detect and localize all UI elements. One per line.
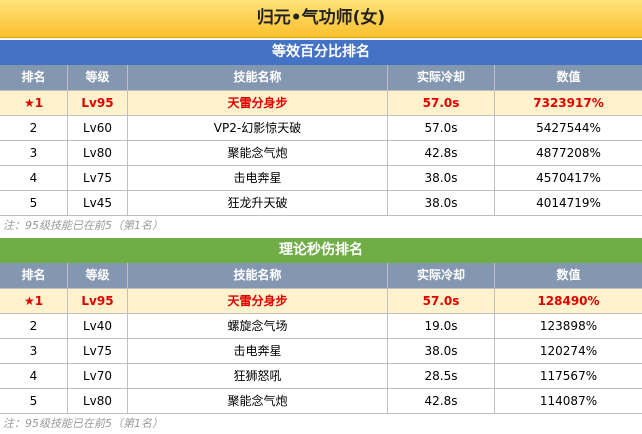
table-cell: 击电奔星 — [128, 166, 388, 190]
table-row: 4 Lv70 狂狮怒吼 28.5s 117567% — [0, 364, 642, 389]
table-cell: 击电奔星 — [128, 339, 388, 363]
table-row: 3 Lv80 聚能念气炮 42.8s 4877208% — [0, 141, 642, 166]
table-cell: VP2-幻影惊天破 — [128, 116, 388, 140]
table-cell: 4014719% — [536, 196, 601, 210]
table-cell: Lv95 — [68, 289, 128, 313]
column-header: 实际冷却 — [388, 263, 495, 288]
table-cell: Lv75 — [68, 166, 128, 190]
table-cell: Lv95 — [68, 91, 128, 115]
header-row: 排名 等级 技能名称 实际冷却 数值 — [0, 263, 642, 289]
table-cell: 螺旋念气场 — [128, 314, 388, 338]
table-cell: 57.0s — [388, 289, 495, 313]
table-row: 2 Lv40 螺旋念气场 19.0s 123898% — [0, 314, 642, 339]
table-cell: 57.0s — [388, 91, 495, 115]
table-cell: Lv75 — [68, 339, 128, 363]
table-cell: 57.0s — [388, 116, 495, 140]
table-row: 3 Lv75 击电奔星 38.0s 120274% — [0, 339, 642, 364]
table-cell: 42.8s — [388, 141, 495, 165]
table-cell: 120274% — [539, 344, 598, 358]
table-cell: 114087% — [539, 394, 598, 408]
table-cell: ★1 — [0, 289, 68, 313]
table-cell: 3 — [0, 141, 68, 165]
table-cell: 狂龙升天破 — [128, 191, 388, 215]
table-cell: 38.0s — [388, 166, 495, 190]
header-row: 排名 等级 技能名称 实际冷却 数值 — [0, 65, 642, 91]
table-cell: Lv80 — [68, 389, 128, 413]
column-header: 数值 — [556, 268, 581, 282]
table-cell: Lv60 — [68, 116, 128, 140]
table-row: 2 Lv60 VP2-幻影惊天破 57.0s 5427544% — [0, 116, 642, 141]
table-cell: 2 — [0, 116, 68, 140]
table-cell: 3 — [0, 339, 68, 363]
column-header: 技能名称 — [128, 65, 388, 90]
table-cell: 19.0s — [388, 314, 495, 338]
table-cell: Lv80 — [68, 141, 128, 165]
table-cell: 38.0s — [388, 339, 495, 363]
table-cell: ★1 — [0, 91, 68, 115]
table-cell: 38.0s — [388, 191, 495, 215]
table-cell: 2 — [0, 314, 68, 338]
footnote: 注：95级技能已在前5（第1名） — [3, 417, 163, 430]
table-cell: 28.5s — [388, 364, 495, 388]
section-title: 理论秒伤排名 — [0, 238, 642, 263]
table-cell: 天雷分身步 — [128, 289, 388, 313]
table-cell: 128490% — [537, 294, 600, 308]
table-cell: 7323917% — [533, 96, 604, 110]
table-cell: Lv45 — [68, 191, 128, 215]
column-header: 排名 — [0, 65, 68, 90]
table-cell: 天雷分身步 — [128, 91, 388, 115]
table-cell: Lv70 — [68, 364, 128, 388]
table-cell: Lv40 — [68, 314, 128, 338]
column-header: 技能名称 — [128, 263, 388, 288]
table-cell: 4 — [0, 166, 68, 190]
table-row: ★1 Lv95 天雷分身步 57.0s 7323917% — [0, 91, 642, 116]
footnote: 注：95级技能已在前5（第1名） — [3, 219, 163, 232]
table-cell: 117567% — [539, 369, 598, 383]
table-row: 5 Lv45 狂龙升天破 38.0s 4014719% — [0, 191, 642, 216]
table-cell: 4877208% — [536, 146, 601, 160]
table-row: 5 Lv80 聚能念气炮 42.8s 114087% — [0, 389, 642, 414]
table-cell: 狂狮怒吼 — [128, 364, 388, 388]
column-header: 实际冷却 — [388, 65, 495, 90]
table-cell: 聚能念气炮 — [128, 141, 388, 165]
table-cell: 4 — [0, 364, 68, 388]
table-cell: 123898% — [539, 319, 598, 333]
table-row: ★1 Lv95 天雷分身步 57.0s 128490% — [0, 289, 642, 314]
table-cell: 42.8s — [388, 389, 495, 413]
table-cell: 5 — [0, 389, 68, 413]
table-cell: 4570417% — [536, 171, 601, 185]
column-header: 排名 — [0, 263, 68, 288]
table-row: 4 Lv75 击电奔星 38.0s 4570417% — [0, 166, 642, 191]
column-header: 等级 — [68, 65, 128, 90]
column-header: 数值 — [556, 70, 581, 84]
table-cell: 5427544% — [536, 121, 601, 135]
page-title: 归元•气功师(女) — [0, 0, 642, 38]
section-title: 等效百分比排名 — [0, 40, 642, 65]
table-cell: 聚能念气炮 — [128, 389, 388, 413]
table-cell: 5 — [0, 191, 68, 215]
column-header: 等级 — [68, 263, 128, 288]
